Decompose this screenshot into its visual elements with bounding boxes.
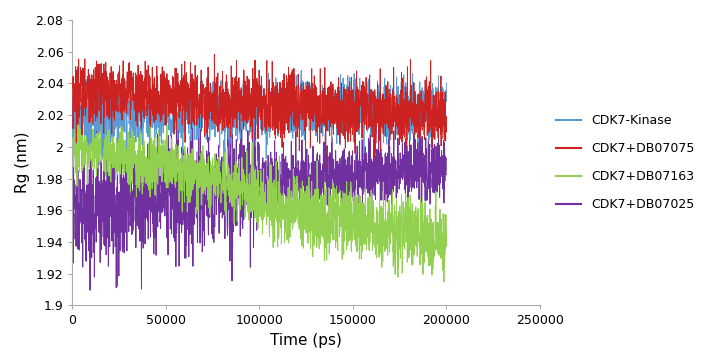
CDK7-Kinase — [432, 91, 440, 95]
CDK7+DB07163 — [68, 157, 77, 161]
CDK7-Kinase — [363, 119, 372, 123]
X-axis label: Time (ps): Time (ps) — [270, 333, 342, 348]
CDK7+DB07163 — [442, 213, 450, 217]
CDK7+DB07163 — [431, 231, 440, 236]
CDK7+DB07025 — [431, 162, 440, 167]
CDK7-Kinase — [68, 94, 77, 98]
CDK7+DB07075 — [363, 105, 372, 109]
CDK7+DB07075 — [240, 91, 249, 95]
CDK7+DB07075 — [250, 82, 259, 86]
CDK7-Kinase — [431, 100, 440, 104]
CDK7+DB07075 — [442, 130, 450, 134]
Line: CDK7+DB07075: CDK7+DB07075 — [72, 54, 446, 168]
Legend: CDK7-Kinase, CDK7+DB07075, CDK7+DB07163, CDK7+DB07025: CDK7-Kinase, CDK7+DB07075, CDK7+DB07163,… — [551, 109, 699, 216]
CDK7+DB07075 — [322, 166, 330, 170]
CDK7-Kinase — [240, 117, 249, 121]
CDK7+DB07025 — [240, 151, 249, 155]
CDK7-Kinase — [145, 157, 154, 162]
CDK7+DB07163 — [90, 95, 99, 100]
CDK7+DB07025 — [196, 105, 204, 109]
CDK7+DB07025 — [250, 215, 259, 220]
Line: CDK7+DB07025: CDK7+DB07025 — [72, 107, 446, 298]
CDK7+DB07025 — [87, 198, 96, 202]
CDK7-Kinase — [297, 68, 305, 73]
CDK7+DB07163 — [87, 130, 96, 134]
CDK7-Kinase — [442, 81, 450, 85]
CDK7+DB07025 — [442, 172, 450, 177]
CDK7+DB07163 — [440, 280, 448, 284]
CDK7+DB07163 — [240, 178, 249, 182]
CDK7+DB07075 — [210, 52, 219, 57]
CDK7+DB07025 — [363, 164, 371, 169]
Line: CDK7-Kinase: CDK7-Kinase — [72, 70, 446, 159]
CDK7+DB07075 — [87, 87, 96, 91]
CDK7+DB07075 — [431, 124, 440, 129]
CDK7+DB07163 — [431, 221, 440, 225]
CDK7+DB07025 — [431, 162, 440, 167]
CDK7+DB07075 — [68, 75, 77, 79]
CDK7-Kinase — [87, 126, 96, 130]
CDK7+DB07075 — [432, 92, 440, 97]
CDK7+DB07025 — [68, 295, 77, 300]
Y-axis label: Rg (nm): Rg (nm) — [15, 132, 30, 193]
Line: CDK7+DB07163: CDK7+DB07163 — [72, 98, 446, 282]
CDK7-Kinase — [250, 102, 259, 106]
CDK7+DB07163 — [250, 203, 259, 207]
CDK7+DB07163 — [363, 219, 371, 223]
